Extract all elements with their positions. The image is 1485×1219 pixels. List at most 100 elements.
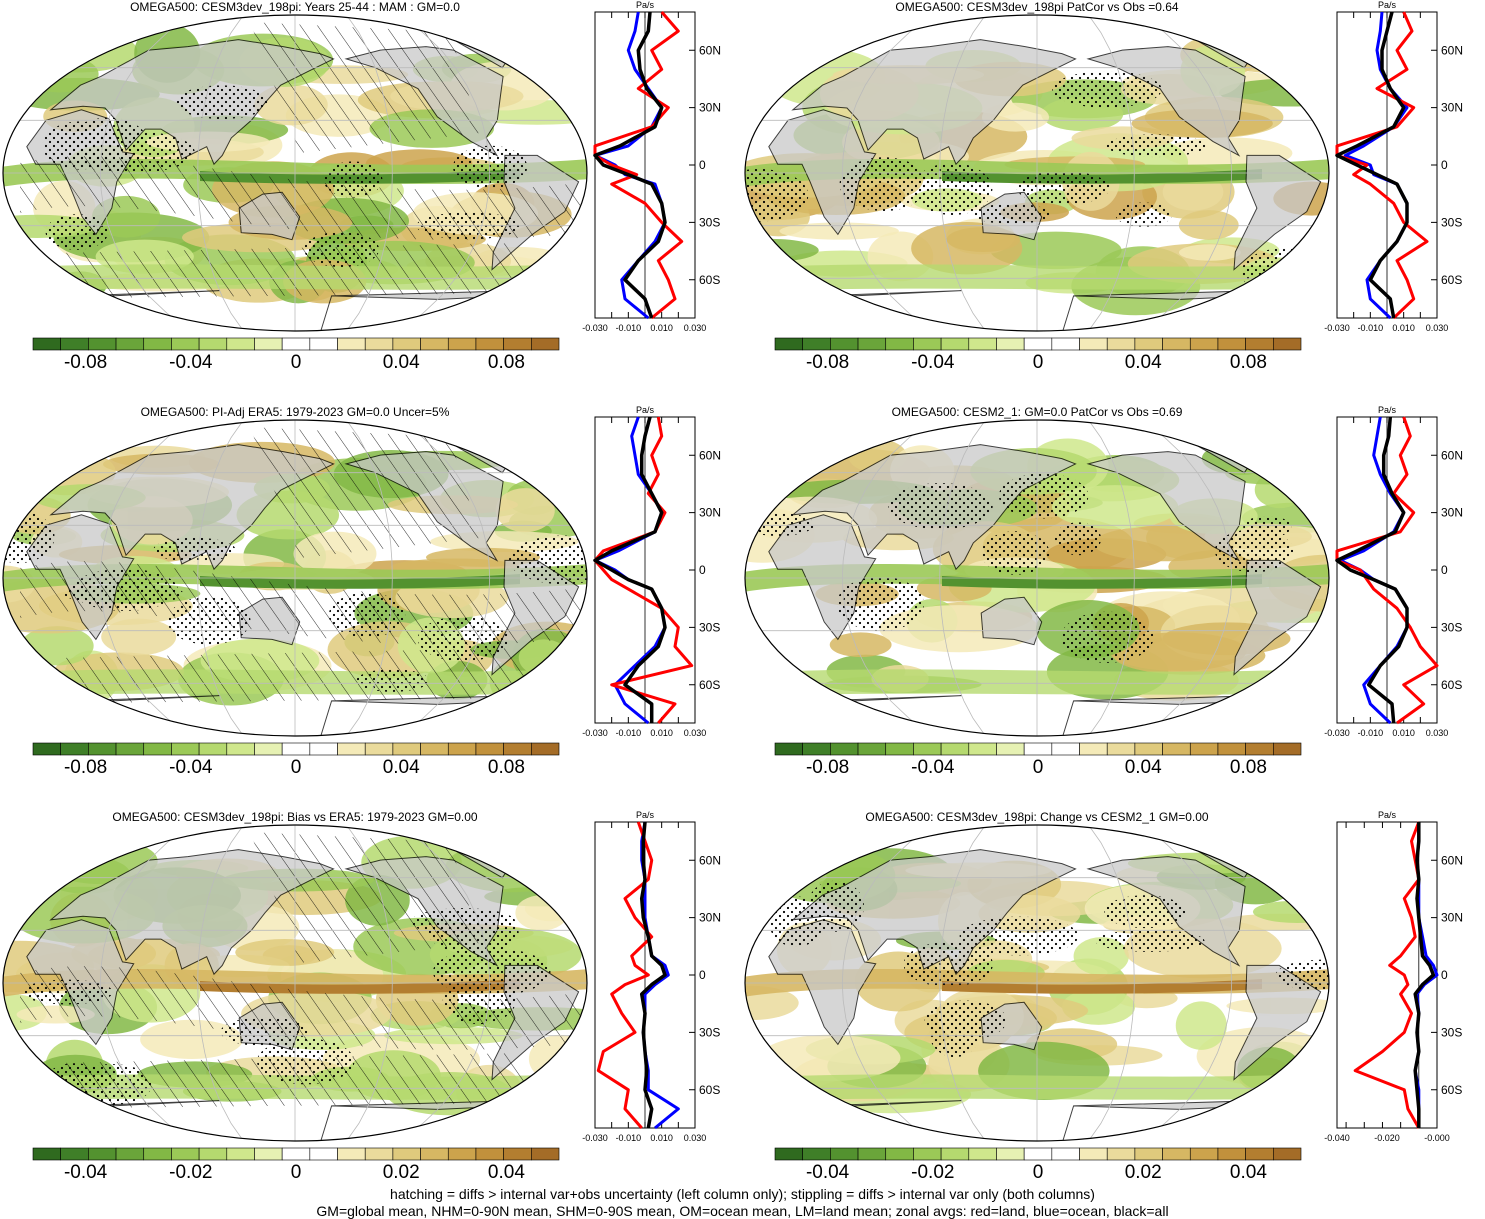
colorbar-swatch — [447, 337, 477, 351]
colorbar-swatch — [226, 337, 255, 351]
profile-x-tick-label: 0.030 — [684, 1133, 707, 1143]
colorbar-tick-label: 0.04 — [1125, 352, 1162, 373]
colorbar-swatch — [420, 1147, 449, 1161]
continent-australia — [980, 596, 1043, 646]
colorbar-swatch — [475, 742, 504, 756]
profile-x-tick-label: -0.000 — [1424, 1133, 1450, 1143]
colorbar-tick-label: 0.04 — [488, 1162, 525, 1183]
profile-lat-label: 60S — [699, 1083, 720, 1097]
colorbar-tick-label: -0.02 — [911, 1162, 954, 1183]
colorbar-swatch — [857, 337, 887, 351]
profile-lat-label: 60S — [1441, 678, 1462, 692]
profile-x-tick-label: -0.010 — [1358, 728, 1384, 738]
profile-lat-label: 60S — [1441, 273, 1462, 287]
graticule — [745, 825, 1329, 1141]
profile-lat-label: 60N — [1441, 448, 1463, 462]
continent-samerica — [1233, 559, 1322, 676]
profile-x-tick-label: 0.010 — [650, 728, 673, 738]
colorbar-swatch — [115, 1147, 145, 1161]
colorbar-swatch — [1079, 1147, 1108, 1161]
colorbar-tick-label: -0.04 — [169, 352, 213, 373]
profile-lat-label: 60N — [699, 448, 721, 462]
colorbar-tick-label: 0 — [1033, 757, 1044, 778]
zonal-mean-profile: Pa/s -0.030 -0.010 0.010 0.030 60N 30N 0 30S 60S — [582, 0, 721, 333]
colorbar-swatch — [968, 337, 997, 351]
panel-model-patcor: OMEGA500: CESM3dev_198pi PatCor vs Obs =… — [742, 0, 1484, 405]
colorbar-tick-label: -0.02 — [169, 1162, 212, 1183]
profile-x-tick-label: -0.010 — [616, 728, 642, 738]
colorbar-swatch — [115, 742, 145, 756]
colorbar-swatch — [364, 337, 394, 351]
colorbar-swatch — [143, 742, 172, 756]
colorbar-swatch — [1051, 337, 1080, 351]
profile-lat-label: 0 — [1441, 968, 1448, 982]
profile-x-tick-label: 0.010 — [1392, 323, 1415, 333]
panel-cesm2: OMEGA500: CESM2_1: GM=0.0 PatCor vs Obs … — [742, 405, 1484, 810]
profile-lat-label: 30S — [1441, 215, 1462, 229]
colorbar-swatch — [774, 1147, 803, 1161]
map-outline — [744, 14, 1330, 332]
profile-lat-label: 30N — [699, 101, 721, 115]
panel-model-mam: OMEGA500: CESM3dev_198pi: Years 25-44 : … — [0, 0, 742, 405]
profile-lat-label: 30S — [699, 215, 720, 229]
colorbar-swatch — [830, 1147, 859, 1161]
colorbar-swatch — [1134, 742, 1163, 756]
map-outline — [2, 419, 588, 737]
graticule — [3, 15, 587, 331]
colorbar-swatch — [830, 742, 859, 756]
colorbar-swatch — [1217, 1147, 1246, 1161]
colorbar-swatch — [226, 1147, 255, 1161]
profile-lat-label: 0 — [1441, 158, 1448, 172]
panel-change: OMEGA500: CESM3dev_198pi: Change vs CESM… — [742, 810, 1484, 1215]
colorbar-swatch — [1217, 742, 1246, 756]
profile-x-tick-label: -0.010 — [616, 1133, 642, 1143]
colorbar-swatch — [913, 337, 942, 351]
colorbar-swatch — [857, 1147, 887, 1161]
colorbar-swatch — [1162, 1147, 1191, 1161]
colorbar-swatch — [281, 1147, 311, 1161]
profile-x-tick-label: 0.010 — [650, 323, 673, 333]
colorbar: -0.08 -0.04 0 0.04 0.08 — [32, 337, 560, 373]
continent-eurasia — [49, 444, 335, 571]
colorbar-swatch — [60, 337, 89, 351]
profile-lat-label: 0 — [699, 968, 706, 982]
colorbar-swatch — [1051, 1147, 1080, 1161]
colorbar-tick-label: 0.02 — [1125, 1162, 1162, 1183]
map — [744, 824, 1330, 1142]
colorbar-tick-label: 0 — [1033, 352, 1044, 373]
zonal-line-all — [593, 11, 667, 319]
zonal-line-all — [639, 821, 667, 1129]
colorbar-tick-label: 0 — [291, 352, 302, 373]
panel-title: OMEGA500: CESM3dev_198pi PatCor vs Obs =… — [895, 0, 1179, 14]
profile-unit: Pa/s — [636, 405, 655, 415]
footer-line-2: GM=global mean, NHM=0-90N mean, SHM=0-90… — [316, 1203, 1169, 1219]
continent-samerica — [1233, 154, 1322, 271]
zonal-line-land — [593, 11, 684, 320]
map — [744, 419, 1330, 737]
colorbar-swatch — [281, 337, 311, 351]
colorbar: -0.08 -0.04 0 0.04 0.08 — [32, 742, 560, 778]
colorbar-swatch — [309, 337, 338, 351]
graticule — [745, 420, 1329, 736]
colorbar-swatch — [171, 337, 200, 351]
map — [2, 14, 588, 332]
colorbar-swatch — [1245, 1147, 1274, 1161]
profile-x-tick-label: 0.030 — [1426, 728, 1449, 738]
profile-x-tick-label: -0.010 — [1358, 323, 1384, 333]
colorbar-swatch — [996, 1147, 1025, 1161]
profile-lat-label: 60N — [699, 853, 721, 867]
profile-lat-label: 30S — [1441, 1025, 1462, 1039]
colorbar-swatch — [774, 337, 803, 351]
profile-unit: Pa/s — [1378, 405, 1397, 415]
colorbar-swatch — [531, 337, 560, 351]
colorbar-swatch — [1023, 742, 1053, 756]
panel-era5: OMEGA500: PI-Adj ERA5: 1979-2023 GM=0.0 … — [0, 405, 742, 810]
profile-lat-label: 30S — [699, 1025, 720, 1039]
zonal-line-land — [593, 416, 694, 724]
profile-x-tick-label: 0.010 — [650, 1133, 673, 1143]
colorbar-swatch — [1106, 742, 1136, 756]
colorbar-tick-label: 0.08 — [1230, 757, 1267, 778]
colorbar-tick-label: 0.08 — [1230, 352, 1267, 373]
colorbar-swatch — [1023, 1147, 1053, 1161]
colorbar-swatch — [885, 337, 914, 351]
